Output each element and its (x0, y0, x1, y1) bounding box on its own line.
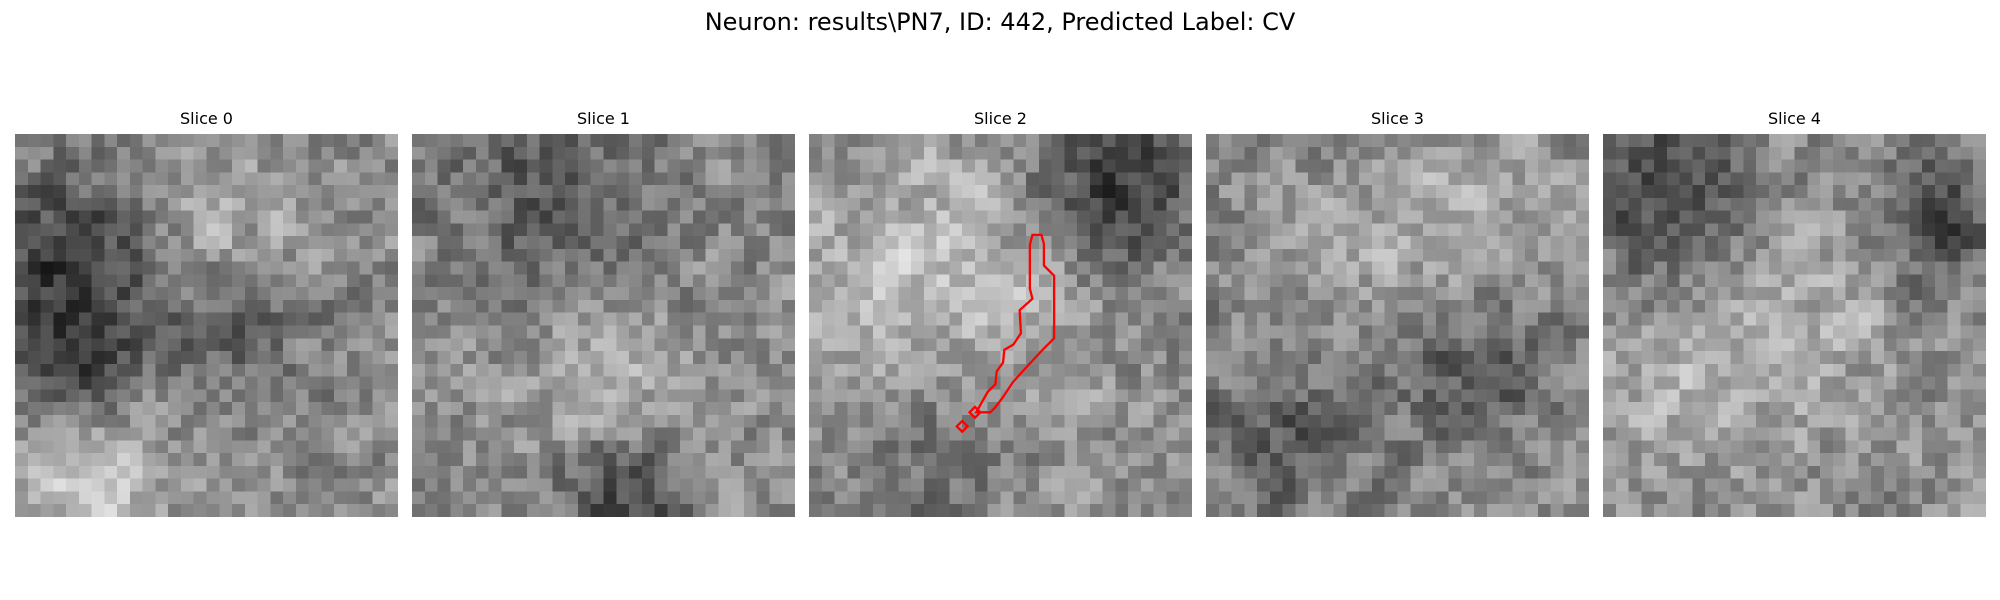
slice-title: Slice 3 (1371, 109, 1424, 128)
slice-title: Slice 1 (577, 109, 630, 128)
figure-title: Neuron: results\PN7, ID: 442, Predicted … (704, 8, 1296, 36)
slice-image (1603, 134, 1986, 517)
segmentation-contour-fragment (955, 419, 970, 434)
slice-image (1206, 134, 1589, 517)
slice-image (809, 134, 1192, 517)
slice-title: Slice 4 (1768, 109, 1821, 128)
slice-title: Slice 0 (180, 109, 233, 128)
segmentation-contour (974, 233, 1056, 414)
segmentation-contour-fragment (967, 405, 983, 420)
slice-image (15, 134, 398, 517)
slice-title: Slice 2 (974, 109, 1027, 128)
slice-image (412, 134, 795, 517)
